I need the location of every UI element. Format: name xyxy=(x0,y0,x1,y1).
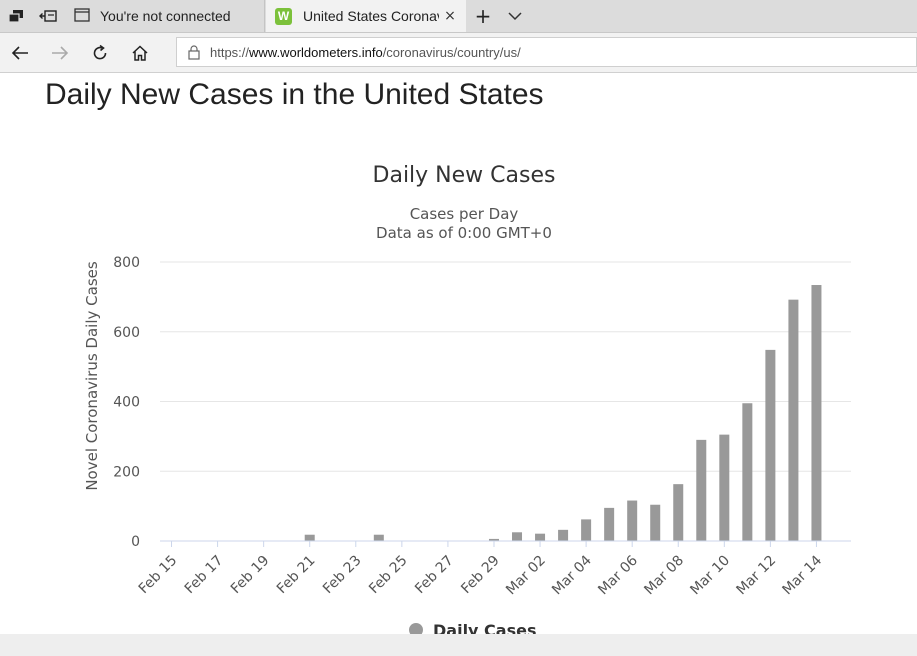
x-tick-label: Feb 21 xyxy=(274,553,319,598)
bar-mar-10[interactable] xyxy=(719,434,730,541)
daily-new-cases-chart: Daily New Cases Cases per Day Data as of… xyxy=(83,163,851,634)
legend[interactable]: Daily Cases xyxy=(409,621,536,634)
x-tick-label: Feb 25 xyxy=(366,553,411,598)
y-tick-label: 0 xyxy=(131,534,140,550)
address-bar[interactable]: https://www.worldometers.info/coronaviru… xyxy=(176,37,917,67)
gridlines xyxy=(160,261,851,472)
forward-icon[interactable] xyxy=(44,37,76,69)
y-tick-label: 200 xyxy=(113,464,140,480)
set-aside-tabs-icon[interactable] xyxy=(32,0,64,32)
back-icon[interactable] xyxy=(4,37,36,69)
bar-mar-12[interactable] xyxy=(765,349,776,541)
chart-title: Daily New Cases xyxy=(373,163,556,188)
url-host: www.worldometers.info xyxy=(249,44,383,60)
url-prefix: https:// xyxy=(210,44,250,60)
y-tick-label: 800 xyxy=(113,255,140,271)
x-tick-label: Feb 17 xyxy=(182,553,227,598)
worldometers-favicon-icon: W xyxy=(275,7,292,25)
x-tick-label: Mar 02 xyxy=(503,553,549,599)
chart-subtitle-line-1: Cases per Day xyxy=(410,205,519,223)
legend-label[interactable]: Daily Cases xyxy=(433,621,536,634)
bars xyxy=(304,285,822,541)
bar-feb-29[interactable] xyxy=(488,538,499,541)
tab-worldometers[interactable]: W United States Coronavir × xyxy=(266,0,466,32)
bar-mar-11[interactable] xyxy=(742,403,753,541)
url-text[interactable]: https://www.worldometers.info/coronaviru… xyxy=(210,45,521,60)
x-tick-label: Mar 06 xyxy=(595,552,641,598)
home-icon[interactable] xyxy=(124,37,156,69)
bar-feb-21[interactable] xyxy=(304,534,315,541)
x-tick-label: Mar 10 xyxy=(687,553,733,599)
tab-label: You're not connected xyxy=(100,8,231,24)
bar-mar-06[interactable] xyxy=(627,500,638,541)
url-path: /coronavirus/country/us/ xyxy=(382,44,521,60)
tab-actions-icon[interactable] xyxy=(0,0,32,32)
x-tick-label: Feb 23 xyxy=(320,553,365,598)
tab-strip: You're not connected W United States Cor… xyxy=(0,0,917,33)
x-tick-label: Feb 19 xyxy=(228,553,273,598)
bar-mar-13[interactable] xyxy=(788,299,799,541)
page-bottom-strip xyxy=(0,634,917,656)
page-icon xyxy=(74,7,90,25)
y-tick-label: 400 xyxy=(113,395,140,411)
x-tick-label: Mar 12 xyxy=(733,553,779,599)
x-axis-ticks: Feb 15 Feb 17 Feb 19 Feb 21 Feb 23 Feb 25 Feb … xyxy=(136,541,826,599)
bar-mar-14[interactable] xyxy=(811,285,822,541)
x-tick-label: Mar 08 xyxy=(641,553,687,599)
bar-mar-03[interactable] xyxy=(558,529,569,541)
new-tab-icon[interactable]: + xyxy=(474,4,492,28)
close-tab-icon[interactable]: × xyxy=(444,8,456,24)
bar-mar-05[interactable] xyxy=(604,507,615,541)
x-tick-label: Feb 29 xyxy=(458,553,503,598)
y-tick-label: 600 xyxy=(113,325,140,341)
bar-mar-01[interactable] xyxy=(512,532,523,541)
chart-subtitle-line-2: Data as of 0:00 GMT+0 xyxy=(376,224,552,242)
bar-mar-04[interactable] xyxy=(581,519,592,541)
lock-icon[interactable] xyxy=(186,44,202,60)
bar-mar-08[interactable] xyxy=(673,484,684,541)
navigation-bar: https://www.worldometers.info/coronaviru… xyxy=(0,33,917,73)
x-tick-label: Mar 04 xyxy=(549,552,595,598)
tab-label: United States Coronavir xyxy=(303,8,439,24)
y-axis-ticks: 0 200 400 600 800 xyxy=(113,255,140,550)
refresh-icon[interactable] xyxy=(84,37,116,69)
tab-not-connected[interactable]: You're not connected xyxy=(65,0,265,32)
page-title: Daily New Cases in the United States xyxy=(45,78,544,111)
x-tick-label: Mar 14 xyxy=(780,552,826,598)
chevron-down-icon[interactable] xyxy=(499,0,531,32)
y-axis-label: Novel Coronavirus Daily Cases xyxy=(83,261,101,491)
bar-mar-02[interactable] xyxy=(535,533,546,541)
legend-symbol xyxy=(409,623,423,634)
bar-mar-09[interactable] xyxy=(696,439,707,541)
bar-feb-24[interactable] xyxy=(373,534,384,541)
x-tick-label: Feb 27 xyxy=(412,553,457,598)
x-tick-label: Feb 15 xyxy=(136,553,181,598)
bar-mar-07[interactable] xyxy=(650,504,661,541)
